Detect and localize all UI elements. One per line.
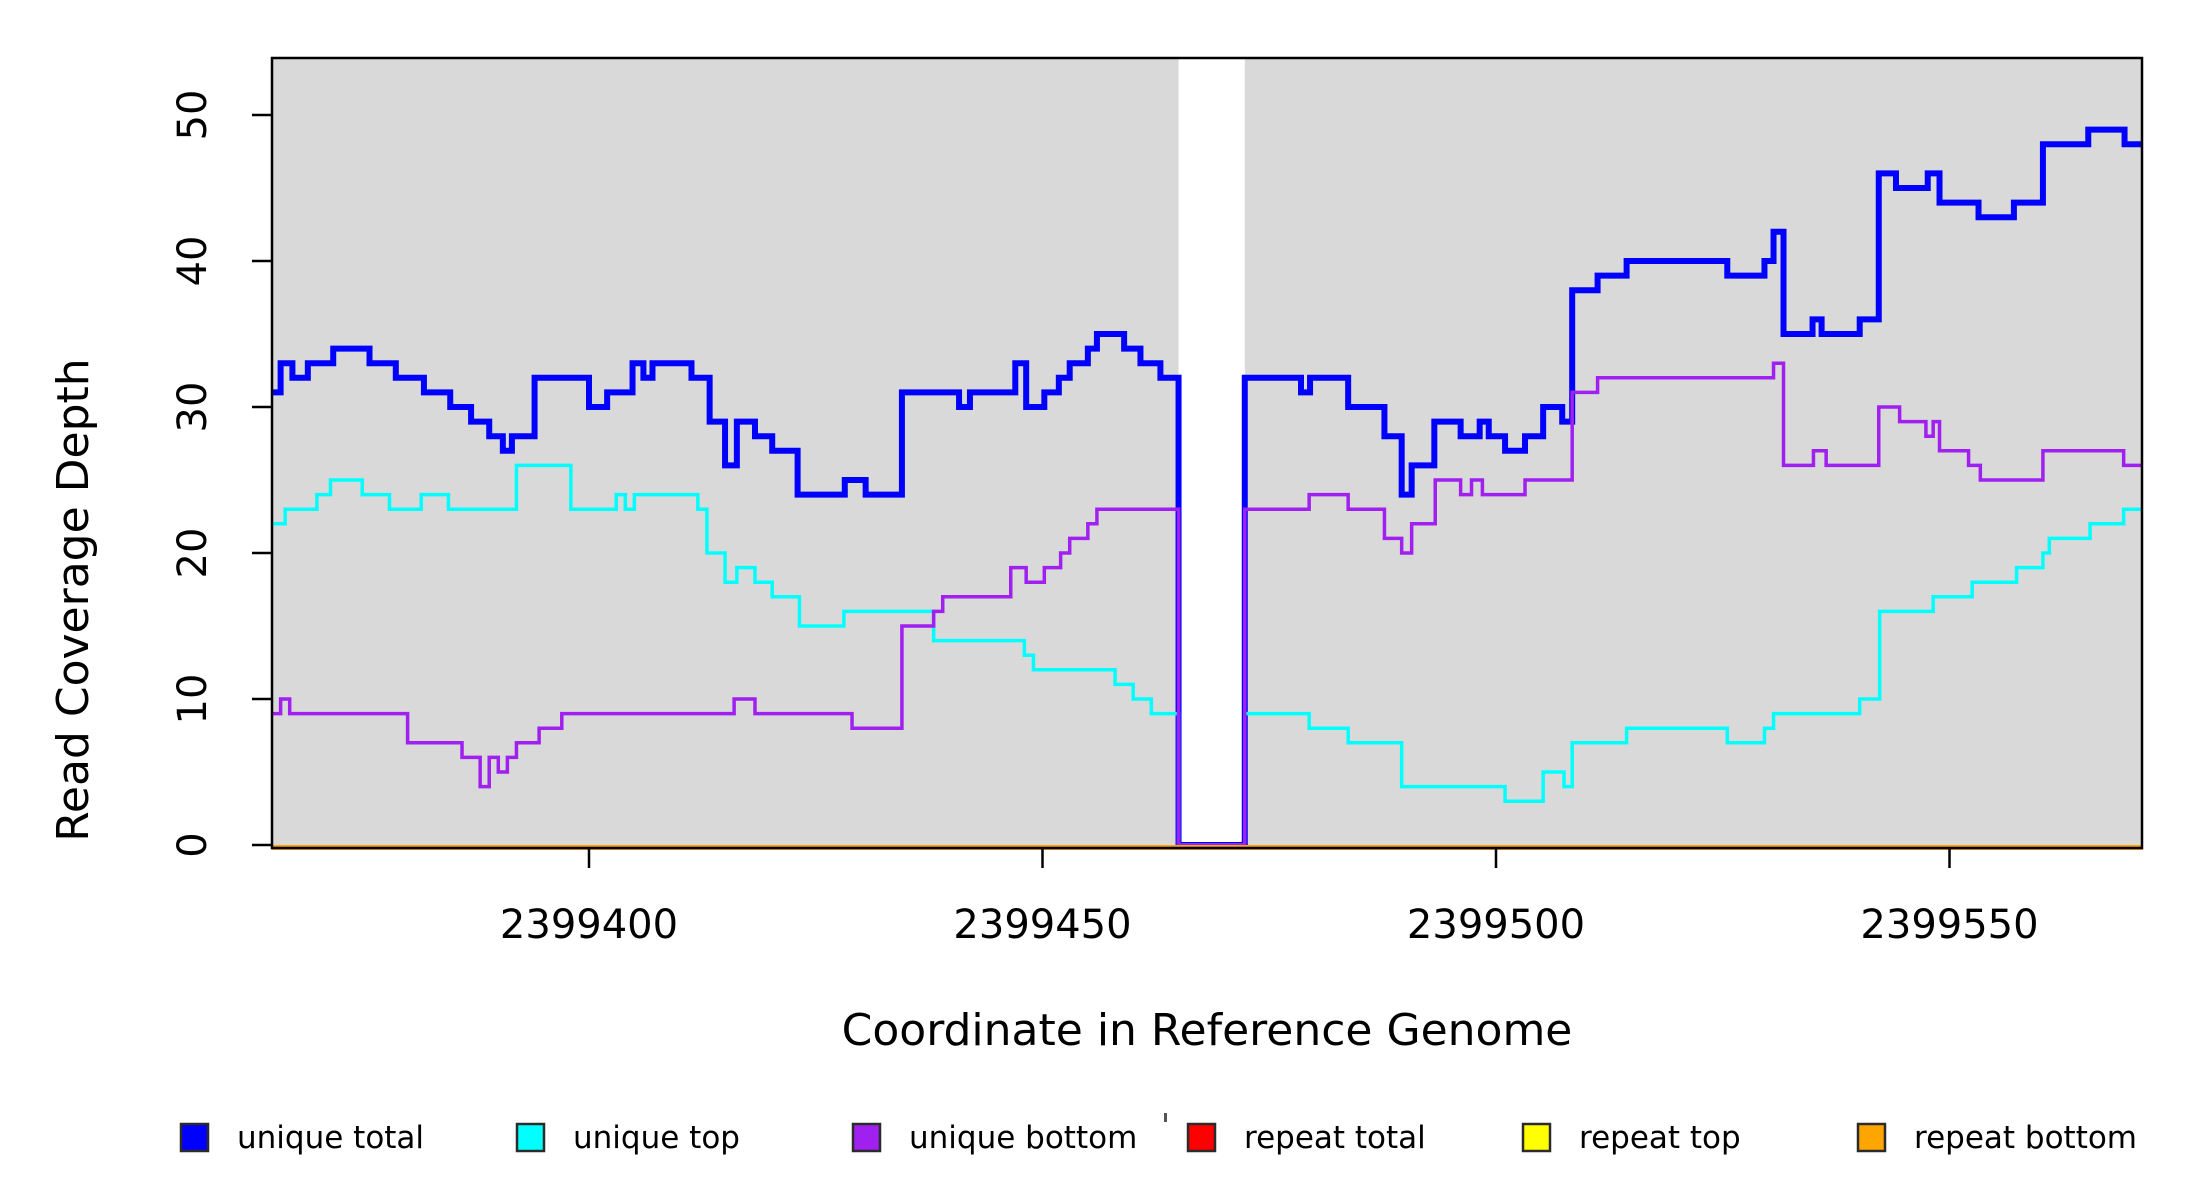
legend-swatch-repeat-bottom <box>1856 1122 1887 1153</box>
y-tick-label: 50 <box>170 90 216 141</box>
series-unique-bottom <box>271 361 2143 847</box>
x-tick-label: 2399500 <box>1407 902 1585 948</box>
y-tick-label: 0 <box>170 832 216 857</box>
legend-swatch-unique-total <box>179 1122 210 1153</box>
legend-swatch-repeat-top <box>1521 1122 1552 1153</box>
coverage-gap-band <box>1178 59 1245 847</box>
legend-label-repeat-total: repeat total <box>1244 1120 1426 1156</box>
legend-label-unique-total: unique total <box>237 1120 424 1156</box>
legend-swatch-unique-bottom <box>851 1122 882 1153</box>
series-unique-total <box>271 126 2143 848</box>
y-tick-label: 40 <box>170 236 216 287</box>
y-tick-label: 30 <box>170 382 216 433</box>
x-axis-title-text: Coordinate in Reference Genome <box>841 1005 1573 1056</box>
plot-border <box>270 56 2144 850</box>
x-tick-label: 2399550 <box>1860 902 2038 948</box>
legend-swatch-unique-top <box>515 1122 546 1153</box>
y-tick-label: 20 <box>170 528 216 579</box>
legend-label-unique-bottom: unique bottom <box>909 1120 1137 1156</box>
legend-swatch-repeat-total <box>1186 1122 1217 1153</box>
series-unique-top <box>271 463 2143 847</box>
x-tick-label: 2399450 <box>953 902 1131 948</box>
legend-label-repeat-top: repeat top <box>1579 1120 1741 1156</box>
stray-mark <box>1164 1113 1167 1122</box>
legend-label-unique-top: unique top <box>573 1120 740 1156</box>
y-tick-label: 10 <box>170 674 216 725</box>
legend-label-repeat-bottom: repeat bottom <box>1914 1120 2137 1156</box>
x-tick-label: 2399400 <box>500 902 678 948</box>
x-axis-title: Coordinate in Reference Genome <box>0 1005 2200 1056</box>
